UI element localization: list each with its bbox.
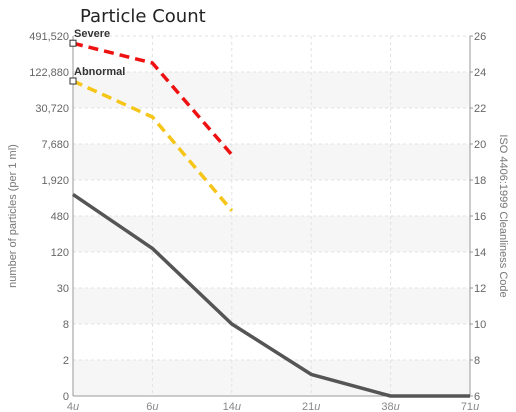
series-line-severe-limit — [72, 41, 234, 156]
y-left-tick-label: 0 — [63, 391, 69, 403]
background-band — [73, 288, 470, 324]
chart-title: Particle Count — [80, 6, 206, 27]
y-right-tick-label: 18 — [474, 175, 486, 187]
y-axis-left-label: number of particles (per 1 ml) — [7, 144, 19, 288]
annotation-marker — [69, 39, 77, 47]
series-lines — [72, 41, 470, 398]
x-tick-label: 14u — [223, 401, 241, 412]
annotation-marker — [69, 77, 77, 85]
y-left-tick-label: 1,920 — [41, 175, 69, 187]
x-tick-label: 71u — [461, 401, 479, 412]
y-axis-right-label: ISO 4406:1999 Cleanliness Code — [497, 134, 509, 297]
background-band — [73, 216, 470, 252]
y-right-tick-label: 16 — [474, 211, 486, 223]
x-tick-label: 38u — [381, 401, 399, 412]
y-right-tick-label: 22 — [474, 103, 486, 115]
y-right-tick-label: 12 — [474, 283, 486, 295]
y-left-tick-label: 491,520 — [29, 31, 69, 43]
y-left-tick-label: 7,680 — [41, 139, 69, 151]
background-band — [73, 144, 470, 180]
background-band — [73, 72, 470, 108]
y-left-tick-label: 8 — [63, 319, 69, 331]
annotation-label: Severe — [74, 28, 110, 40]
x-tick-label: 21u — [302, 401, 320, 412]
y-right-tick-label: 20 — [474, 139, 486, 151]
series-line-measured — [72, 192, 470, 398]
y-left-tick-label: 122,880 — [29, 67, 69, 79]
y-left-tick-label: 30,720 — [35, 103, 69, 115]
y-right-tick-label: 24 — [474, 67, 486, 79]
y-right-tick-label: 10 — [474, 319, 486, 331]
y-left-tick-label: 30 — [57, 283, 69, 295]
y-left-tick-label: 2 — [63, 355, 69, 367]
x-tick-labels: 4u 6u 14u 21u 38u 71u — [67, 401, 479, 412]
left-tick-labels: 0 2 8 30 120 480 1,920 7,680 30,720 122,880 491,52… — [29, 31, 69, 403]
right-tick-labels: 6 8 10 12 14 16 18 20 22 24 26 — [474, 31, 486, 403]
y-left-tick-label: 480 — [51, 211, 69, 223]
y-right-tick-label: 26 — [474, 31, 486, 43]
background-bands — [73, 72, 470, 396]
background-band — [73, 360, 470, 396]
annotation-label: Abnormal — [74, 66, 125, 78]
y-right-tick-label: 8 — [474, 355, 480, 367]
y-right-tick-label: 6 — [474, 391, 480, 403]
series-line-abnormal-limit — [72, 79, 234, 212]
annotations: Severe Abnormal — [69, 28, 125, 85]
x-tick-label: 6u — [146, 401, 158, 412]
y-left-tick-label: 120 — [51, 247, 69, 259]
x-tick-label: 4u — [67, 401, 79, 412]
y-right-tick-label: 14 — [474, 247, 486, 259]
